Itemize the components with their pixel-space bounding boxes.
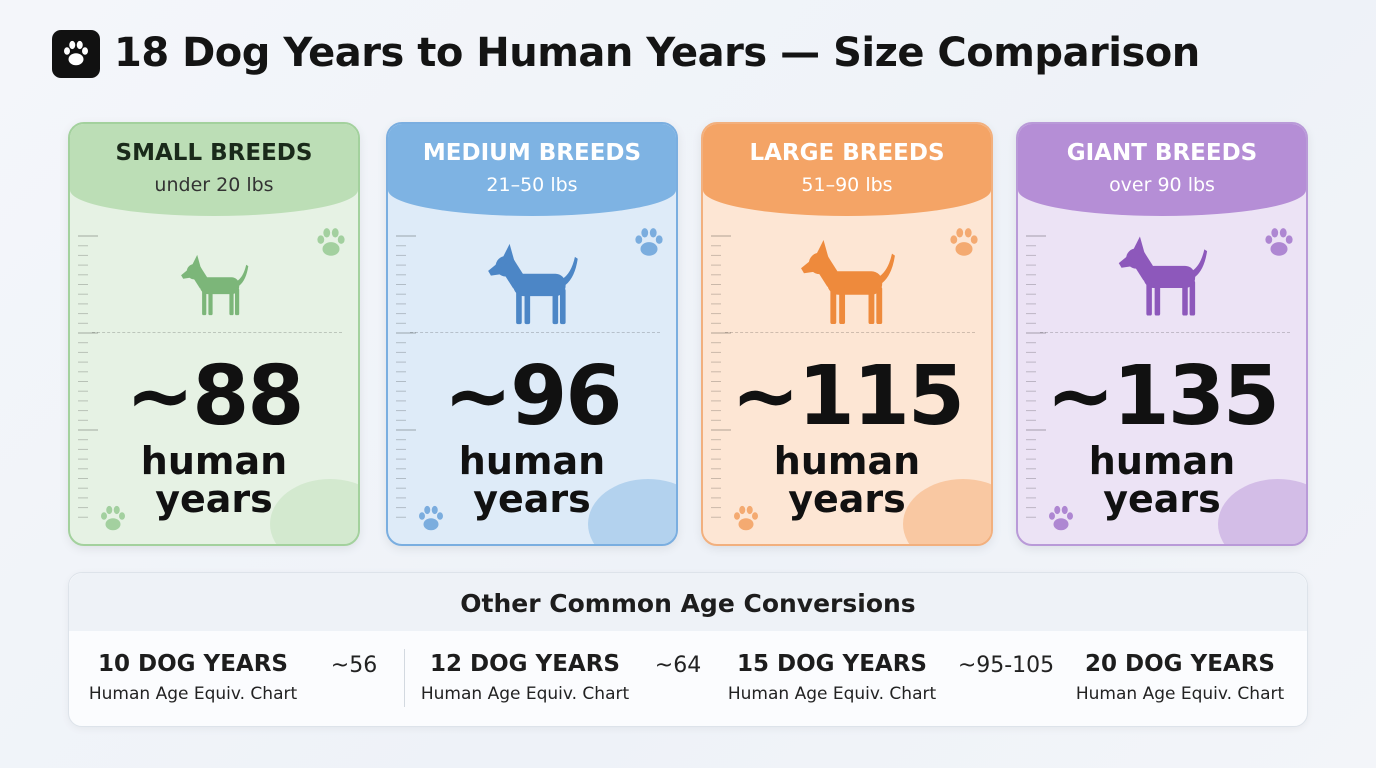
card-header: MEDIUM BREEDS 21–50 lbs <box>388 124 676 216</box>
conversion-label: 15 DOG YEARS <box>737 651 927 677</box>
breed-weight: over 90 lbs <box>1109 174 1215 196</box>
panel-title: Other Common Age Conversions <box>460 589 916 618</box>
breed-card: GIANT BREEDS over 90 lbs ~135 human years <box>1016 122 1308 546</box>
decor-blob <box>903 479 991 544</box>
paw-icon <box>635 228 663 256</box>
human-age: ~96 <box>443 349 623 444</box>
human-age: ~88 <box>125 349 305 444</box>
breed-weight: under 20 lbs <box>154 174 274 196</box>
paw-icon <box>1265 228 1293 256</box>
conversion-sub: Human Age Equiv. Chart <box>1075 684 1285 704</box>
age-unit: human years <box>773 439 921 521</box>
age-unit: human years <box>140 439 288 521</box>
dog-silhouette <box>1118 236 1208 316</box>
card-header: LARGE BREEDS 51–90 lbs <box>703 124 991 216</box>
card-art <box>711 160 991 544</box>
decor-blob <box>1218 479 1306 544</box>
conversion-sub: Human Age Equiv. Chart <box>727 684 937 704</box>
age-unit: human years <box>1088 439 1236 521</box>
conversion-label: 12 DOG YEARS <box>430 651 620 677</box>
breed-weight: 51–90 lbs <box>801 174 893 196</box>
breed-name: GIANT BREEDS <box>1066 140 1258 166</box>
paw-icon <box>101 505 125 531</box>
breed-card: LARGE BREEDS 51–90 lbs ~115 human years <box>701 122 993 546</box>
decor-blob <box>588 479 676 544</box>
conversion-value: ~95-105 <box>957 653 1055 678</box>
panel-header <box>69 573 1307 631</box>
dog-silhouette <box>181 254 249 316</box>
conversion-sub: Human Age Equiv. Chart <box>88 684 298 704</box>
age-unit: human years <box>458 439 606 521</box>
card-header: SMALL BREEDS under 20 lbs <box>70 124 358 216</box>
conversion-sub: Human Age Equiv. Chart <box>420 684 630 704</box>
conversion-value: ~56 <box>330 653 378 678</box>
breed-weight: 21–50 lbs <box>486 174 578 196</box>
card-art <box>396 160 676 544</box>
human-age: ~115 <box>731 349 965 444</box>
paw-icon <box>1049 505 1073 531</box>
card-art <box>78 160 358 544</box>
conversion-value: ~64 <box>654 653 702 678</box>
card-header: GIANT BREEDS over 90 lbs <box>1018 124 1306 216</box>
dog-silhouette <box>488 243 578 325</box>
breed-name: SMALL BREEDS <box>115 140 313 166</box>
paw-icon <box>734 505 758 531</box>
paw-icon <box>317 228 345 256</box>
breed-name: MEDIUM BREEDS <box>422 140 642 166</box>
conversion-label: 10 DOG YEARS <box>98 651 288 677</box>
breed-name: LARGE BREEDS <box>749 140 945 166</box>
paw-icon <box>950 228 978 256</box>
dog-silhouette <box>801 239 895 325</box>
card-art <box>1026 160 1306 544</box>
dashed-line <box>1040 332 1290 333</box>
page-title: 18 Dog Years to Human Years — Size Compa… <box>114 30 1200 76</box>
dashed-line <box>410 332 660 333</box>
human-age: ~135 <box>1046 349 1280 444</box>
dashed-line <box>92 332 342 333</box>
conversions-panel: Other Common Age Conversions 10 DOG YEAR… <box>68 572 1308 727</box>
decor-blob <box>270 479 358 544</box>
dashed-line <box>725 332 975 333</box>
breed-card: SMALL BREEDS under 20 lbs ~88 human years <box>68 122 360 546</box>
breed-card: MEDIUM BREEDS 21–50 lbs ~96 human years <box>386 122 678 546</box>
paw-icon <box>419 505 443 531</box>
title-icon <box>52 30 100 78</box>
divider <box>404 649 405 707</box>
conversion-label: 20 DOG YEARS <box>1085 651 1275 677</box>
